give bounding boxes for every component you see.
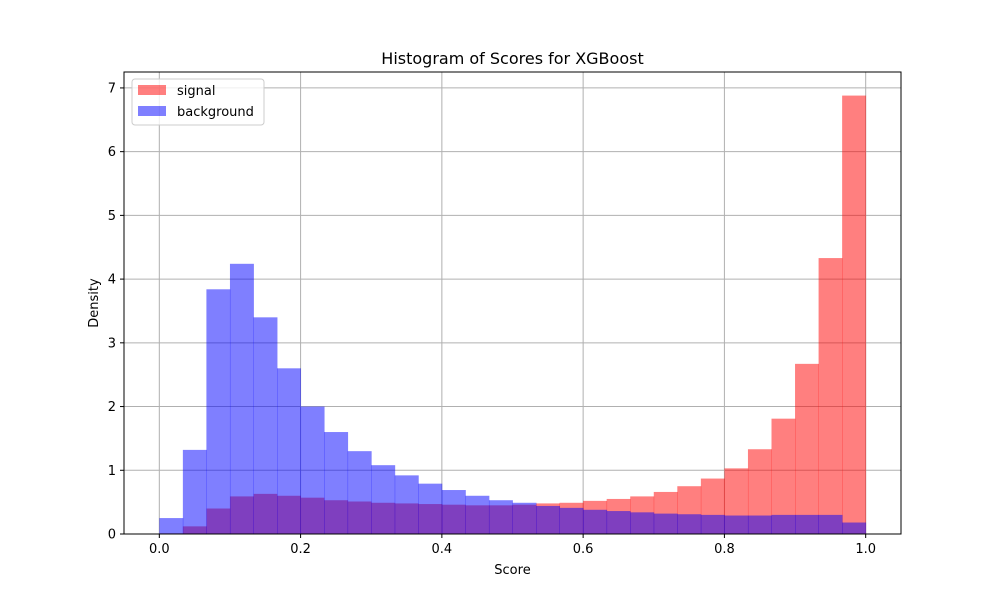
y-tick-label: 7 bbox=[108, 81, 116, 96]
y-tick-label: 6 bbox=[108, 145, 116, 160]
signal-bar bbox=[795, 363, 819, 534]
background-bar bbox=[747, 515, 772, 534]
legend: signal background bbox=[131, 78, 265, 126]
background-bar bbox=[677, 514, 702, 534]
background-bar bbox=[159, 518, 184, 534]
y-tick-label: 1 bbox=[108, 464, 116, 479]
background-bar bbox=[347, 451, 372, 534]
background-bar bbox=[795, 514, 819, 534]
legend-swatch-signal bbox=[138, 85, 166, 95]
legend-swatch-background bbox=[138, 106, 166, 116]
background-bar bbox=[465, 495, 490, 534]
background-bar bbox=[441, 490, 466, 534]
background-bar bbox=[394, 475, 419, 534]
background-bar bbox=[418, 483, 443, 534]
background-bar bbox=[724, 515, 749, 534]
background-bar bbox=[324, 432, 349, 534]
signal-bar bbox=[842, 95, 867, 534]
y-tick-label: 5 bbox=[108, 209, 116, 224]
y-axis-label: Density bbox=[87, 278, 102, 328]
legend-label-signal: signal bbox=[177, 84, 215, 99]
background-bar bbox=[700, 514, 725, 534]
x-tick-label: 0.2 bbox=[290, 542, 311, 557]
background-bar bbox=[182, 449, 207, 534]
background-bar bbox=[512, 502, 537, 534]
background-bar bbox=[488, 500, 513, 534]
signal-bar bbox=[818, 258, 843, 534]
y-tick-label: 0 bbox=[108, 528, 116, 543]
background-bar bbox=[842, 522, 867, 534]
background-bar bbox=[559, 507, 584, 534]
series-background bbox=[159, 263, 867, 534]
x-tick-label: 0.4 bbox=[432, 542, 453, 557]
background-bar bbox=[253, 317, 278, 534]
x-axis-label: Score bbox=[494, 563, 530, 578]
background-bar bbox=[606, 511, 631, 534]
background-bar bbox=[818, 514, 843, 534]
background-bar bbox=[771, 514, 796, 534]
background-bar bbox=[300, 406, 325, 534]
background-bar bbox=[371, 465, 396, 534]
plot-frame bbox=[123, 71, 902, 535]
background-bar bbox=[583, 509, 608, 534]
x-tick-label: 1.0 bbox=[855, 542, 876, 557]
x-tick-label: 0.6 bbox=[573, 542, 594, 557]
axis-ticks: 0.0 0.2 0.4 0.6 0.8 1.0 0 1 2 3 4 5 6 7 bbox=[108, 81, 876, 557]
x-tick-label: 0.8 bbox=[714, 542, 735, 557]
background-bar bbox=[229, 263, 254, 534]
x-tick-label: 0.0 bbox=[149, 542, 170, 557]
chart-title: Histogram of Scores for XGBoost bbox=[381, 49, 643, 68]
background-bar bbox=[653, 513, 678, 534]
legend-label-background: background bbox=[177, 105, 254, 120]
background-bar bbox=[206, 289, 231, 534]
background-bar bbox=[536, 505, 560, 534]
signal-bar bbox=[747, 449, 772, 534]
y-tick-label: 2 bbox=[108, 400, 116, 415]
background-bar bbox=[630, 512, 655, 534]
bars bbox=[159, 95, 867, 534]
y-tick-label: 3 bbox=[108, 336, 116, 351]
signal-bar bbox=[771, 418, 796, 534]
y-tick-label: 4 bbox=[108, 273, 116, 288]
background-bar bbox=[277, 368, 301, 534]
